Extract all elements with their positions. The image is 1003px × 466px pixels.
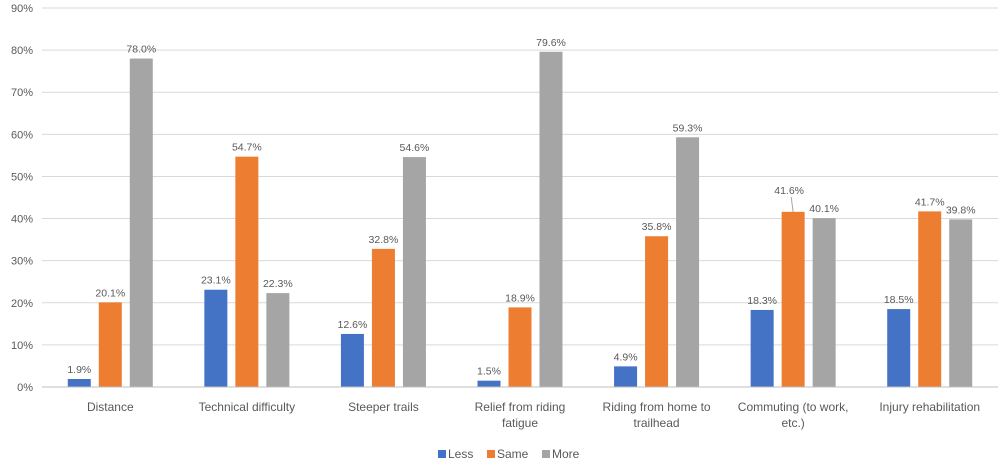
- y-tick-label: 40%: [11, 214, 33, 226]
- bar-more: [402, 157, 426, 387]
- bar-less: [614, 366, 638, 387]
- x-category-label: Commuting (to work,: [738, 400, 849, 414]
- bar-same: [645, 236, 669, 387]
- x-category-label: Steeper trails: [348, 400, 419, 414]
- bar-same: [781, 211, 805, 387]
- data-label: 40.1%: [809, 203, 839, 215]
- x-category-label: Technical difficulty: [199, 400, 296, 414]
- bar-same: [98, 302, 122, 387]
- x-category-label: Injury rehabilitation: [879, 400, 980, 414]
- data-label: 4.9%: [614, 351, 638, 363]
- data-label: 18.3%: [747, 295, 777, 307]
- y-tick-label: 50%: [11, 171, 33, 183]
- x-category-label: Riding from home to: [603, 400, 711, 414]
- y-tick-label: 70%: [11, 87, 33, 99]
- data-label: 22.3%: [263, 278, 293, 290]
- x-category-label: trailhead: [634, 416, 680, 430]
- x-category-label: Distance: [87, 400, 134, 414]
- bar-less: [750, 309, 774, 387]
- data-label: 35.8%: [642, 221, 672, 233]
- y-tick-label: 10%: [11, 340, 33, 352]
- gridlines: [42, 7, 998, 388]
- legend-swatch-more: [542, 450, 550, 458]
- data-label: 39.8%: [946, 204, 976, 216]
- y-tick-label: 30%: [11, 256, 33, 268]
- data-label: 78.0%: [126, 44, 156, 56]
- y-tick-label: 90%: [11, 3, 33, 15]
- bar-more: [949, 219, 973, 387]
- data-label: 32.8%: [369, 234, 399, 246]
- bars: [67, 51, 973, 388]
- data-label: 20.1%: [95, 287, 125, 299]
- leader-line: [790, 196, 794, 212]
- data-labels: 1.9% 20.1% 78.0% 23.1% 54.7% 22.3% 12.6% 32.8% 5…: [67, 37, 975, 378]
- bar-same: [235, 156, 259, 387]
- bar-more: [812, 218, 836, 387]
- x-category-label: etc.): [781, 416, 804, 430]
- data-label: 54.7%: [232, 142, 262, 154]
- x-category-label: Relief from riding: [475, 400, 566, 414]
- bar-more: [129, 58, 153, 388]
- data-label: 12.6%: [338, 319, 368, 331]
- bar-less: [340, 333, 364, 387]
- bar-same: [918, 211, 942, 387]
- data-label: 79.6%: [536, 37, 566, 49]
- data-label: 54.6%: [400, 142, 430, 154]
- data-label: 18.5%: [884, 294, 914, 306]
- bar-less: [204, 289, 228, 387]
- y-axis: 0% 10% 20% 30% 40% 50% 60% 70% 80% 90%: [11, 3, 33, 394]
- bar-more: [676, 137, 700, 387]
- y-tick-label: 60%: [11, 129, 33, 141]
- bar-more: [266, 293, 290, 387]
- bar-same: [371, 248, 395, 387]
- y-tick-label: 20%: [11, 298, 33, 310]
- bar-same: [508, 307, 532, 387]
- x-axis: Distance Technical difficulty Steeper trai…: [42, 386, 998, 430]
- data-label: 1.9%: [67, 364, 91, 376]
- data-label: 18.9%: [505, 292, 535, 304]
- data-label: 1.5%: [477, 366, 501, 378]
- data-label: 59.3%: [673, 122, 703, 134]
- legend: Less Same More: [438, 447, 580, 461]
- legend-swatch-less: [438, 450, 446, 458]
- legend-label: Same: [497, 447, 529, 461]
- bar-less: [477, 380, 501, 387]
- legend-label: More: [552, 447, 580, 461]
- bar-more: [539, 51, 563, 387]
- data-label: 41.7%: [915, 196, 945, 208]
- x-category-label: fatigue: [502, 416, 538, 430]
- data-label: 23.1%: [201, 275, 231, 287]
- bar-less: [67, 378, 91, 387]
- legend-swatch-same: [487, 450, 495, 458]
- y-tick-label: 80%: [11, 45, 33, 57]
- bar-less: [887, 309, 911, 387]
- legend-label: Less: [448, 447, 473, 461]
- y-tick-label: 0%: [17, 382, 33, 394]
- data-label: 41.6%: [774, 185, 804, 197]
